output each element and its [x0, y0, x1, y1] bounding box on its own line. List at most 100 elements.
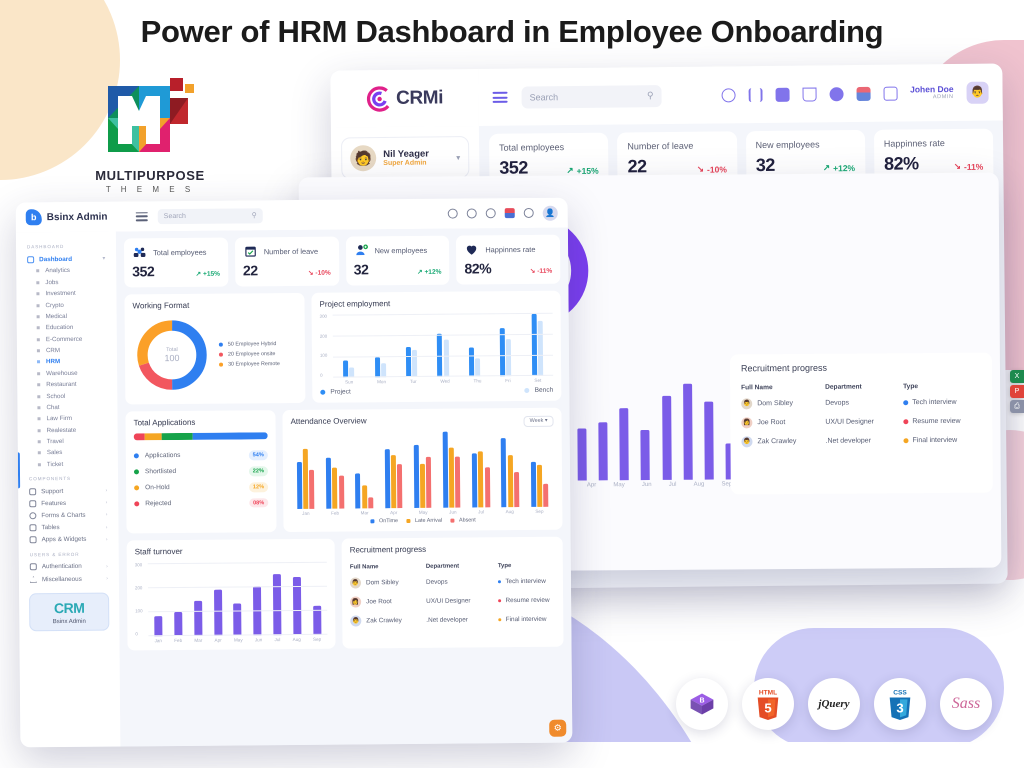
sidebar-item-authentication[interactable]: Authentication › [25, 560, 113, 573]
row-department: Devops [825, 399, 849, 407]
sidebar-item-support[interactable]: Support › [24, 485, 112, 498]
column-type: Type [903, 383, 919, 391]
search-input[interactable]: Search ⚲ [157, 207, 263, 224]
chevron-right-icon[interactable]: › [105, 524, 108, 531]
attendance-period-select[interactable]: Week ▾ [523, 415, 554, 427]
print-icon[interactable]: ⎙ [1010, 400, 1024, 413]
chevron-right-icon[interactable]: › [106, 563, 108, 570]
chevron-down-icon[interactable]: ▾ [102, 255, 106, 262]
svg-text:3: 3 [896, 700, 903, 715]
sidebar-item-warehouse[interactable]: Warehouse [23, 367, 111, 379]
sidebar-item-education[interactable]: Education [23, 322, 111, 334]
chevron-right-icon[interactable]: › [105, 536, 108, 543]
cart-icon[interactable] [802, 86, 817, 102]
table-row[interactable]: 👨 Dom Sibley Devops Tech interview [741, 393, 981, 414]
sidebar-item-analytics[interactable]: Analytics [22, 265, 110, 277]
refresh-icon[interactable] [447, 208, 458, 219]
bsinx-brand-label: Bsinx Admin [46, 211, 108, 223]
search-icon: ⚲ [646, 90, 654, 101]
sidebar-item-miscellaneous[interactable]: Miscellaneous › [25, 573, 113, 586]
sidebar-item-crypto[interactable]: Crypto [22, 299, 110, 311]
user-name: Johen Doe [910, 83, 954, 95]
sidebar-item-chat[interactable]: Chat [23, 401, 111, 413]
application-pct: 08% [249, 498, 269, 508]
hamburger-icon[interactable] [492, 91, 508, 103]
stat-delta: ↘ -10% [308, 269, 331, 277]
middle-recruitment-panel: Recruitment progress Full Name Departmen… [729, 352, 993, 495]
sidebar-item-forms-charts[interactable]: Forms & Charts › [24, 509, 112, 522]
stat-delta-value: -11% [963, 161, 984, 172]
multipurpose-mark-icon [102, 68, 198, 164]
sidebar-item-ticket[interactable]: Ticket [24, 458, 112, 470]
stat-title: Total employees [499, 142, 565, 153]
sort-icon[interactable] [748, 87, 763, 102]
chevron-right-icon[interactable]: › [105, 487, 108, 494]
sidebar-item-restaurant[interactable]: Restaurant [23, 379, 111, 391]
chat-icon[interactable] [485, 208, 496, 219]
table-row[interactable]: 👩 Joe Root UX/UI Designer Resume review [741, 412, 981, 433]
flag-icon[interactable] [856, 86, 871, 101]
sidebar-item-realestate[interactable]: Realestate [24, 424, 112, 436]
sidebar-item-label: Apps & Widgets [41, 536, 87, 544]
bsinx-brand[interactable]: b Bsinx Admin [25, 208, 126, 226]
sidebar-item-school[interactable]: School [23, 390, 111, 402]
sidebar-item-hrm[interactable]: HRM [23, 356, 111, 368]
sidebar-item-investment[interactable]: Investment [22, 288, 110, 300]
chevron-right-icon[interactable]: › [105, 499, 108, 506]
legend-ontime: OnTime [379, 518, 399, 525]
search-input[interactable]: Search ⚲ [521, 84, 662, 109]
chevron-right-icon[interactable]: › [106, 575, 108, 582]
bsinx-logo-icon: b [25, 209, 42, 226]
hamburger-icon[interactable] [135, 211, 148, 221]
sidebar-item-ecommerce[interactable]: E-Commerce [23, 333, 111, 345]
crmi-brand[interactable]: CRMi [330, 68, 479, 128]
settings-fab-button[interactable]: ⚙ [549, 719, 567, 737]
sidebar-item-label: Forms & Charts [41, 511, 86, 520]
avatar[interactable]: 👨 [966, 81, 989, 104]
stat-title: Number of leave [263, 246, 319, 256]
sidebar-item-tables[interactable]: Tables › [24, 521, 112, 534]
sidebar-item-label: CRM [45, 347, 61, 355]
chat-icon[interactable] [829, 86, 844, 101]
flag-icon[interactable] [504, 208, 515, 219]
table-row[interactable]: 👨 Dom Sibley Devops Tech interview [349, 572, 555, 593]
sidebar-item-label: Miscellaneous [41, 575, 82, 583]
sidebar-item-medical[interactable]: Medical [23, 310, 111, 322]
fullscreen-icon[interactable] [523, 207, 534, 218]
table-row[interactable]: 👨 Zak Crawley .Net developer Final inter… [741, 431, 981, 452]
chevron-right-icon[interactable]: › [105, 512, 108, 519]
pdf-icon[interactable]: P [1010, 385, 1024, 398]
chevron-down-icon[interactable]: ▾ [456, 152, 461, 162]
panel-title: Attendance Overview [290, 416, 367, 427]
avatar: 👨 [349, 577, 362, 589]
application-label: Applications [144, 452, 181, 460]
headset-icon [29, 487, 37, 495]
sidebar-item-dashboard[interactable]: Dashboard ▾ [22, 253, 110, 266]
sidebar-promo-card[interactable]: CRM Bsinx Admin [29, 592, 110, 632]
fullscreen-icon[interactable] [883, 86, 898, 101]
sidebar-item-features[interactable]: Features › [24, 497, 112, 510]
search-icon: ⚲ [251, 212, 257, 220]
avatar[interactable]: 👤 [542, 205, 558, 221]
excel-icon[interactable]: X [1010, 370, 1024, 383]
sidebar-item-law-firm[interactable]: Law Firm [23, 413, 111, 425]
sidebar-item-label: Restaurant [46, 381, 77, 389]
widgets-icon [29, 536, 37, 544]
sidebar-item-crm[interactable]: CRM [23, 344, 111, 356]
sidebar-item-apps-widgets[interactable]: Apps & Widgets › [25, 533, 113, 546]
crmi-profile-card[interactable]: 🧑 Nil Yeager Super Admin ▾ [340, 136, 470, 180]
table-row[interactable]: 👩 Joe Root UX/UI Designer Resume review [350, 591, 555, 612]
stat-delta-value: +15% [202, 270, 221, 278]
sidebar-item-jobs[interactable]: Jobs [22, 276, 110, 288]
sass-logo-icon: Sass [940, 678, 992, 730]
row-name: Joe Root [757, 419, 786, 427]
sidebar-item-travel[interactable]: Travel [24, 435, 112, 447]
folder-icon[interactable] [775, 87, 790, 102]
crmi-user-block[interactable]: Johen Doe ADMIN [910, 83, 954, 101]
table-row[interactable]: 👨 Zak Crawley .Net developer Final inter… [350, 610, 555, 631]
bell-icon[interactable] [466, 208, 477, 219]
bell-icon[interactable] [721, 87, 736, 102]
recruitment-progress-panel: Recruitment progress Full Name Departmen… [341, 536, 564, 649]
sidebar-item-sales[interactable]: Sales [24, 447, 112, 459]
